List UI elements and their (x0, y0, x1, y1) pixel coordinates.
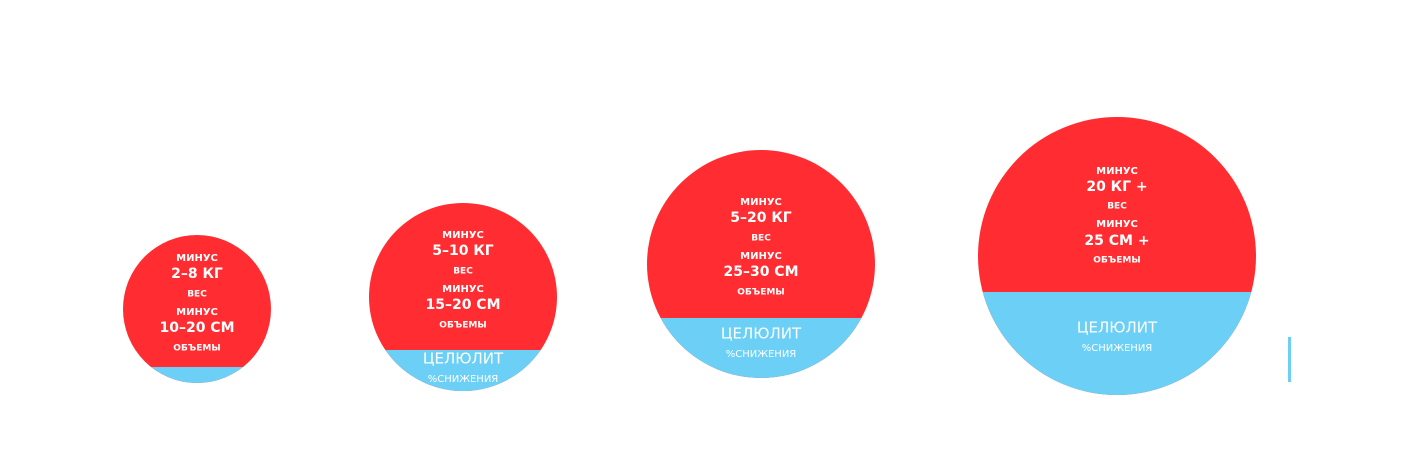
circle-line: 20 КГ + (1086, 179, 1147, 195)
circle-line: МИНУС (442, 230, 484, 241)
circle-line: МИНУС (740, 197, 782, 208)
circle-line: 25 СМ + (1084, 233, 1149, 249)
circle-line: 10–20 СМ (159, 320, 234, 336)
circle-line: ВЕС (751, 234, 771, 244)
circle-line: ВЕС (1107, 202, 1127, 212)
circle-line: 15–20 СМ (425, 297, 500, 313)
circle-line: МИНУС (740, 251, 782, 262)
circle-card: МИНУС 2–8 КГ ВЕС МИНУС 10–20 СМ ОБЪЕМЫ (123, 235, 271, 383)
circle-red (369, 203, 557, 391)
circle-red (123, 235, 271, 383)
circle-line: 2–8 КГ (171, 266, 223, 282)
circle-line: МИНУС (442, 284, 484, 295)
circle-card: МИНУС 5–10 КГ ВЕС МИНУС 15–20 СМ ОБЪЕМЫ ЦЕЛЮЛИ… (369, 203, 557, 391)
cellulite-note: %СНИЖЕНИЯ (428, 374, 499, 385)
cellulite-label: ЦЕЛЮЛИТ (1077, 319, 1158, 337)
cellulite-label: ЦЕЛЮЛИТ (423, 350, 504, 368)
circle-line: ОБЪЕМЫ (737, 288, 784, 298)
circle-line: ОБЪЕМЫ (439, 321, 486, 331)
circle-card: МИНУС 5–20 КГ ВЕС МИНУС 25–30 СМ ОБЪЕМЫ ЦЕЛЮЛИ… (647, 150, 875, 378)
circle-blue (123, 367, 271, 383)
cellulite-label: ЦЕЛЮЛИТ (721, 325, 802, 343)
circle-line: ОБЪЕМЫ (173, 344, 220, 354)
cellulite-note: %СНИЖЕНИЯ (726, 349, 797, 360)
circle-line: ОБЪЕМЫ (1093, 256, 1140, 266)
circle-line: МИНУС (1096, 166, 1138, 177)
circle-line: 25–30 СМ (723, 264, 798, 280)
circle-line: МИНУС (176, 253, 218, 264)
circle-line: ВЕС (187, 290, 207, 300)
circle-line: ВЕС (453, 267, 473, 277)
circle-line: МИНУС (176, 307, 218, 318)
circle-line: МИНУС (1096, 219, 1138, 230)
circle-line: 5–20 КГ (730, 210, 792, 226)
circle-line: 5–10 КГ (432, 243, 494, 259)
circle-card: МИНУС 20 КГ + ВЕС МИНУС 25 СМ + ОБЪЕМЫ ЦЕЛЮЛИТ… (978, 117, 1256, 395)
cellulite-note: %СНИЖЕНИЯ (1082, 343, 1153, 354)
